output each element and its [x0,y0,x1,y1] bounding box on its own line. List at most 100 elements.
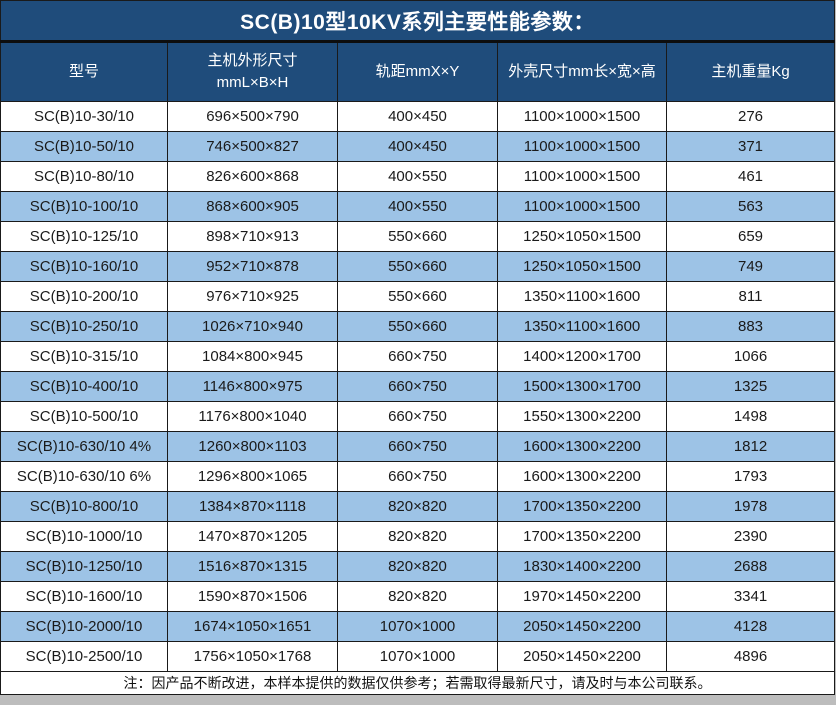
footer-row: 注：因产品不断改进，本样本提供的数据仅供参考；若需取得最新尺寸，请及时与本公司联… [0,671,836,695]
cell-dimensions: 1026×710×940 [167,311,338,342]
cell-shell-size: 1100×1000×1500 [497,101,667,132]
cell-rail-gauge: 660×750 [337,431,498,462]
cell-weight: 659 [665,221,836,252]
table-row: SC(B)10-630/10 4% 1260×800×1103 660×750 … [0,431,836,462]
cell-dimensions: 1176×800×1040 [167,401,338,432]
cell-weight: 461 [665,161,836,192]
col-header-dimensions: 主机外形尺寸 mmL×B×H [167,41,338,102]
cell-weight: 3341 [665,581,836,612]
cell-model: SC(B)10-630/10 6% [0,461,168,492]
cell-weight: 276 [665,101,836,132]
cell-shell-size: 1550×1300×2200 [497,401,667,432]
cell-weight: 1498 [665,401,836,432]
cell-model: SC(B)10-250/10 [0,311,168,342]
table-row: SC(B)10-1250/10 1516×870×1315 820×820 18… [0,551,836,582]
table-row: SC(B)10-50/10 746×500×827 400×450 1100×1… [0,131,836,162]
cell-model: SC(B)10-2500/10 [0,641,168,672]
cell-dimensions: 1146×800×975 [167,371,338,402]
cell-weight: 371 [665,131,836,162]
cell-shell-size: 1250×1050×1500 [497,251,667,282]
cell-weight: 4128 [665,611,836,642]
table-row: SC(B)10-2000/10 1674×1050×1651 1070×1000… [0,611,836,642]
cell-rail-gauge: 550×660 [337,311,498,342]
col-header-shell-size: 外壳尺寸mm长×宽×高 [497,41,667,102]
cell-dimensions: 696×500×790 [167,101,338,132]
cell-shell-size: 1100×1000×1500 [497,131,667,162]
table-row: SC(B)10-500/10 1176×800×1040 660×750 155… [0,401,836,432]
cell-model: SC(B)10-50/10 [0,131,168,162]
cell-rail-gauge: 820×820 [337,491,498,522]
table-row: SC(B)10-1600/10 1590×870×1506 820×820 19… [0,581,836,612]
cell-rail-gauge: 820×820 [337,551,498,582]
cell-rail-gauge: 550×660 [337,221,498,252]
cell-shell-size: 1400×1200×1700 [497,341,667,372]
cell-rail-gauge: 820×820 [337,521,498,552]
cell-weight: 1066 [665,341,836,372]
cell-shell-size: 1100×1000×1500 [497,191,667,222]
cell-rail-gauge: 550×660 [337,251,498,282]
cell-rail-gauge: 1070×1000 [337,641,498,672]
cell-dimensions: 1590×870×1506 [167,581,338,612]
cell-rail-gauge: 1070×1000 [337,611,498,642]
cell-dimensions: 1516×870×1315 [167,551,338,582]
cell-model: SC(B)10-1250/10 [0,551,168,582]
cell-dimensions: 952×710×878 [167,251,338,282]
cell-dimensions: 868×600×905 [167,191,338,222]
cell-shell-size: 1600×1300×2200 [497,461,667,492]
cell-rail-gauge: 400×450 [337,131,498,162]
cell-model: SC(B)10-2000/10 [0,611,168,642]
cell-shell-size: 1970×1450×2200 [497,581,667,612]
cell-dimensions: 826×600×868 [167,161,338,192]
cell-shell-size: 1830×1400×2200 [497,551,667,582]
cell-model: SC(B)10-500/10 [0,401,168,432]
table-row: SC(B)10-100/10 868×600×905 400×550 1100×… [0,191,836,222]
cell-model: SC(B)10-400/10 [0,371,168,402]
cell-dimensions: 1470×870×1205 [167,521,338,552]
cell-rail-gauge: 660×750 [337,401,498,432]
cell-weight: 883 [665,311,836,342]
table-row: SC(B)10-200/10 976×710×925 550×660 1350×… [0,281,836,312]
cell-rail-gauge: 550×660 [337,281,498,312]
table-row: SC(B)10-630/10 6% 1296×800×1065 660×750 … [0,461,836,492]
cell-weight: 1812 [665,431,836,462]
col-header-model: 型号 [0,41,168,102]
table-row: SC(B)10-400/10 1146×800×975 660×750 1500… [0,371,836,402]
cell-rail-gauge: 400×550 [337,191,498,222]
table-row: SC(B)10-800/10 1384×870×1118 820×820 170… [0,491,836,522]
cell-dimensions: 1084×800×945 [167,341,338,372]
table-row: SC(B)10-30/10 696×500×790 400×450 1100×1… [0,101,836,132]
col-header-rail-gauge: 轨距mmX×Y [337,41,498,102]
table-row: SC(B)10-125/10 898×710×913 550×660 1250×… [0,221,836,252]
cell-dimensions: 1674×1050×1651 [167,611,338,642]
cell-weight: 1978 [665,491,836,522]
cell-model: SC(B)10-630/10 4% [0,431,168,462]
cell-dimensions: 746×500×827 [167,131,338,162]
cell-rail-gauge: 660×750 [337,341,498,372]
col-header-dimensions-line2: mmL×B×H [216,74,289,91]
cell-weight: 2390 [665,521,836,552]
col-header-dimensions-line1: 主机外形尺寸 [207,52,298,69]
cell-rail-gauge: 660×750 [337,461,498,492]
cell-model: SC(B)10-315/10 [0,341,168,372]
table-row: SC(B)10-1000/10 1470×870×1205 820×820 17… [0,521,836,552]
table-title: SC(B)10型10KV系列主要性能参数： [0,0,836,43]
cell-shell-size: 1500×1300×1700 [497,371,667,402]
cell-dimensions: 1384×870×1118 [167,491,338,522]
cell-dimensions: 1296×800×1065 [167,461,338,492]
cell-model: SC(B)10-1600/10 [0,581,168,612]
cell-weight: 749 [665,251,836,282]
cell-rail-gauge: 820×820 [337,581,498,612]
cell-weight: 2688 [665,551,836,582]
cell-model: SC(B)10-200/10 [0,281,168,312]
title-row: SC(B)10型10KV系列主要性能参数： [0,0,836,43]
cell-model: SC(B)10-125/10 [0,221,168,252]
cell-weight: 1325 [665,371,836,402]
cell-dimensions: 976×710×925 [167,281,338,312]
header-row: 型号 主机外形尺寸 mmL×B×H 轨距mmX×Y 外壳尺寸mm长×宽×高 主机… [0,41,836,102]
cell-weight: 1793 [665,461,836,492]
cell-rail-gauge: 400×450 [337,101,498,132]
cell-shell-size: 2050×1450×2200 [497,641,667,672]
cell-shell-size: 1350×1100×1600 [497,311,667,342]
